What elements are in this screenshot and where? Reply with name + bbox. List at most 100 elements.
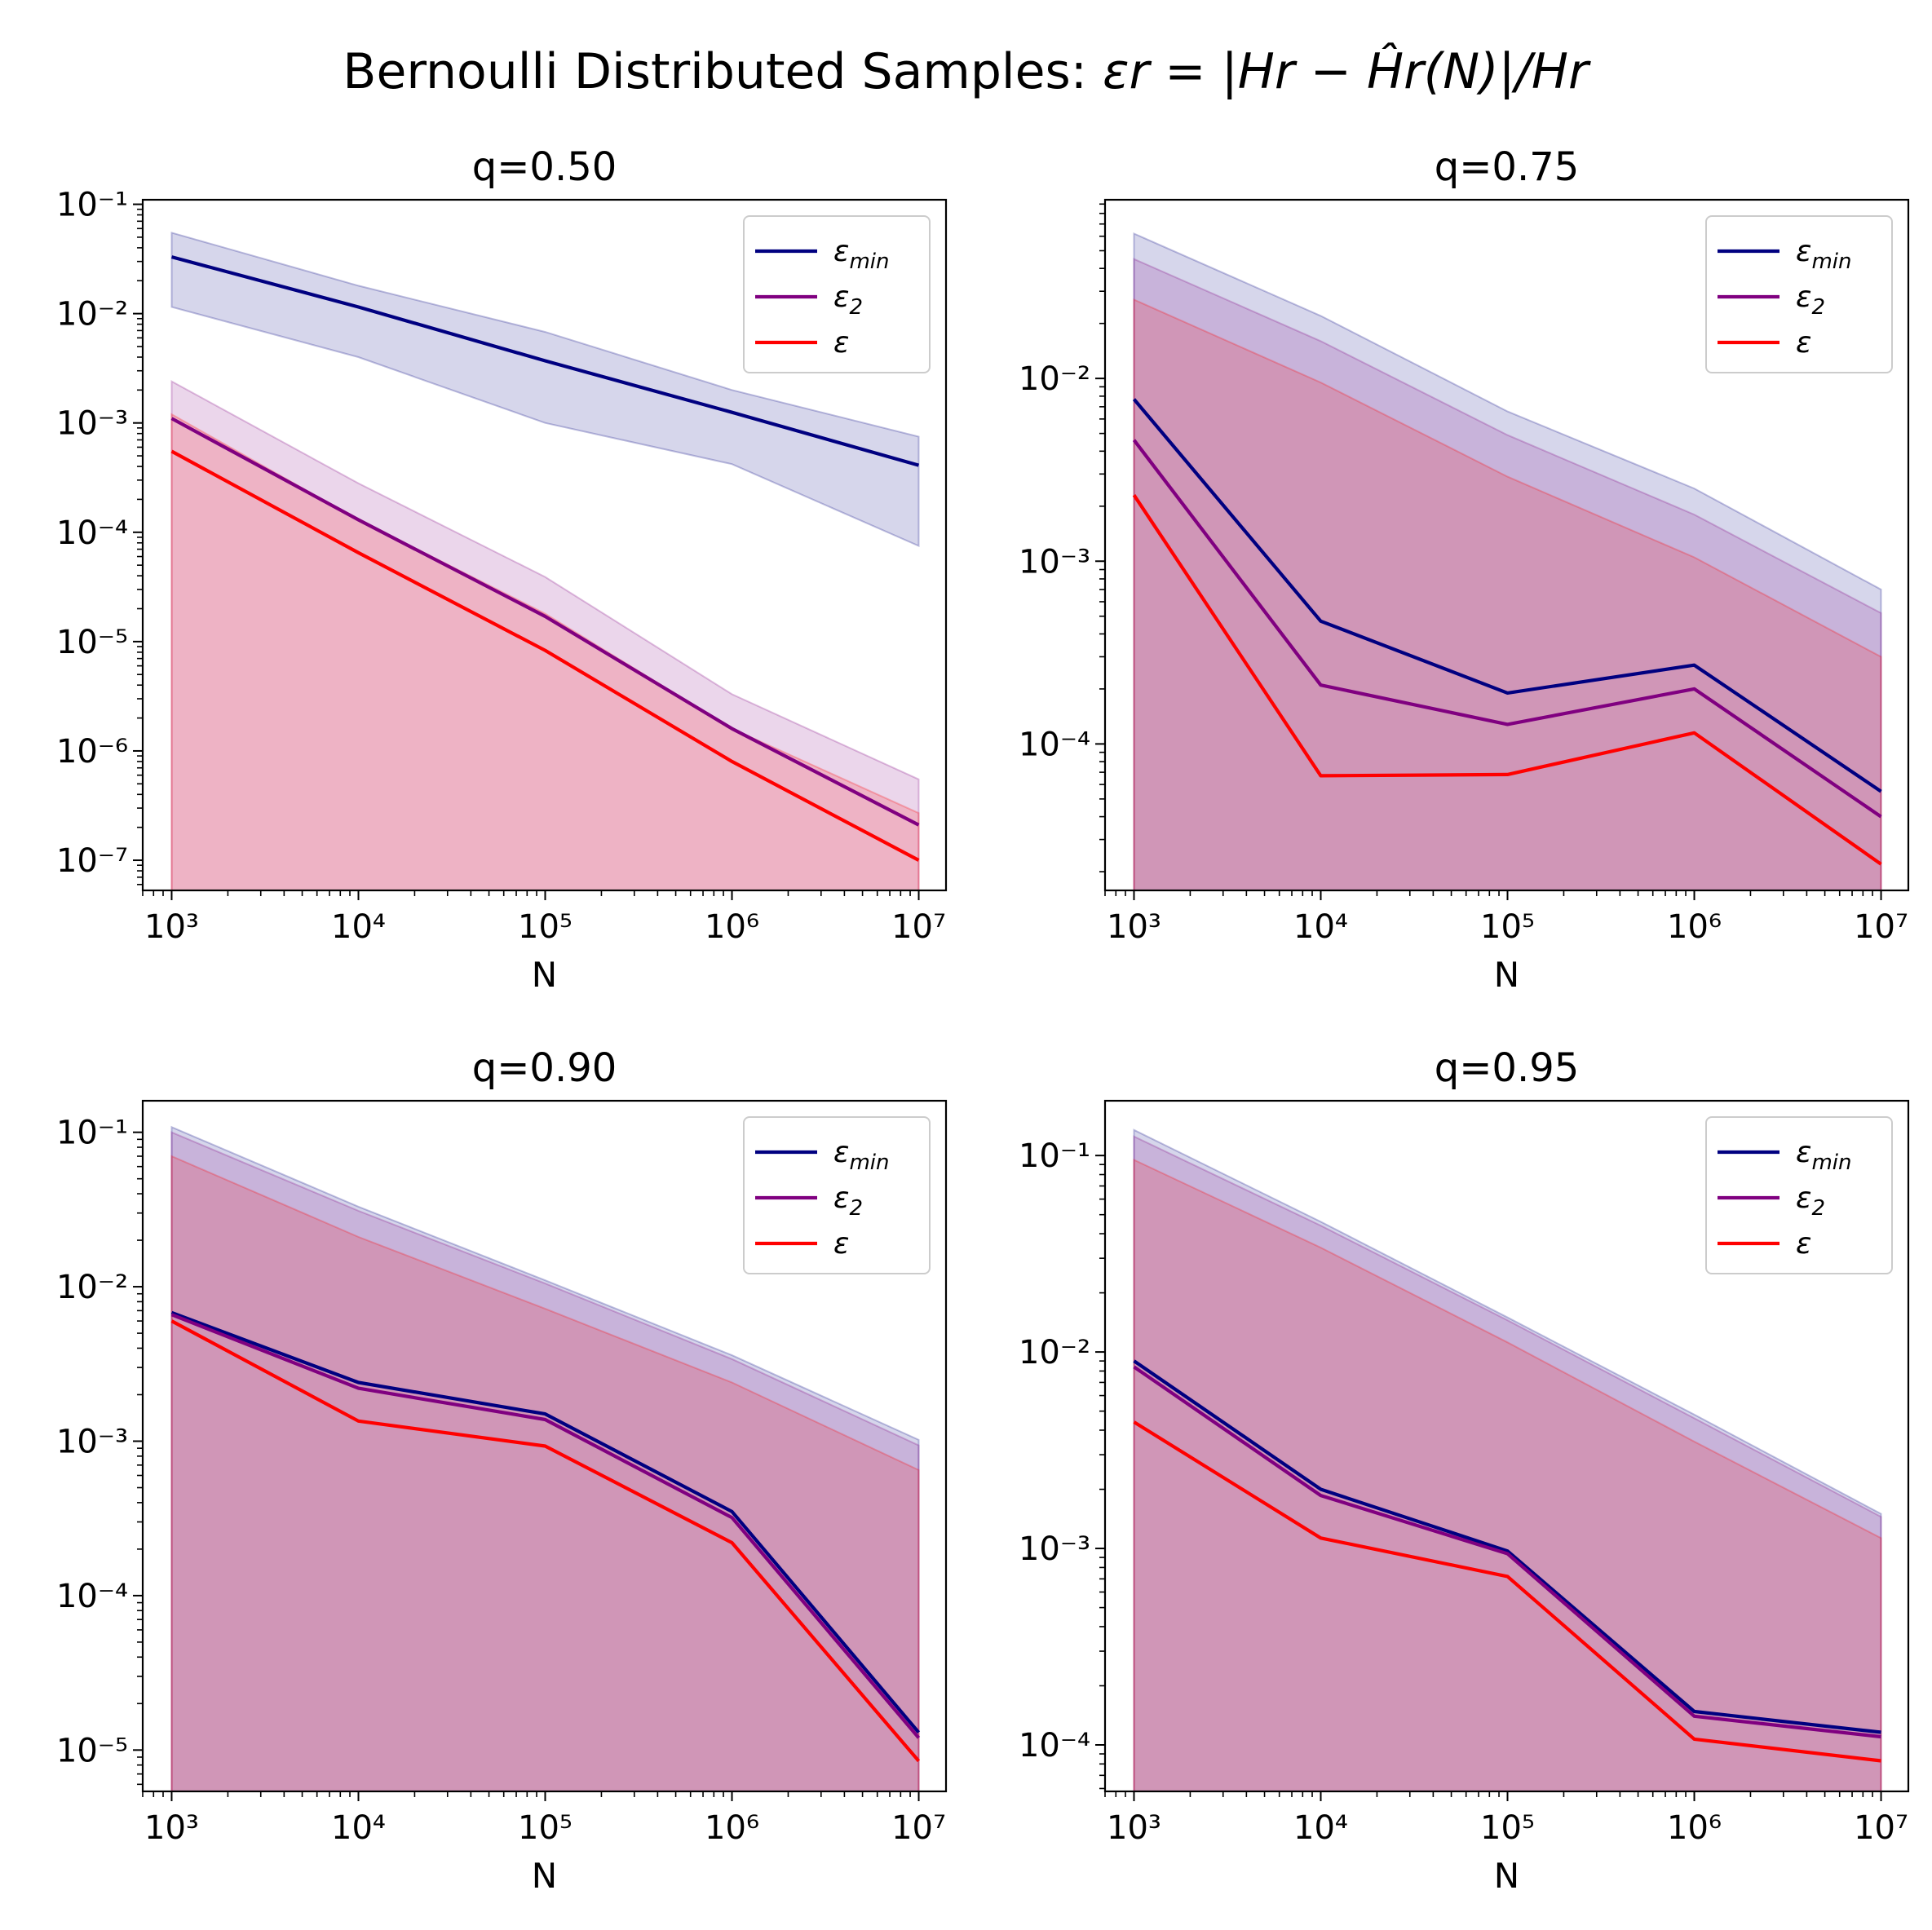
- y-tick-label: 10⁻³: [1019, 543, 1090, 581]
- y-tick-label: 10⁻²: [56, 1269, 128, 1306]
- legend-box: [1705, 215, 1893, 373]
- figure-title-prefix: Bernoulli Distributed Samples:: [343, 43, 1103, 100]
- legend-label-base: ε: [1796, 235, 1811, 268]
- series-line-eps_2: [170, 417, 920, 827]
- band-eps_2: [170, 1131, 920, 1791]
- axes-frame: [141, 198, 948, 892]
- legend-label-subscript: min: [1811, 250, 1851, 274]
- x-tick-label: 10⁷: [1854, 908, 1908, 946]
- series-line-eps_min: [170, 1310, 921, 1734]
- x-tick-label: 10³: [1107, 1809, 1161, 1847]
- y-tick-label: 10⁻¹: [56, 1115, 128, 1152]
- legend-label-base: ε: [833, 326, 849, 360]
- legend-label-eps_2: ε2: [833, 280, 863, 320]
- legend-label-subscript: 2: [849, 1196, 863, 1221]
- legend: εmin ε2 ε: [1705, 1116, 1893, 1274]
- legend-box: [743, 1116, 931, 1274]
- y-tick-label: 10⁻²: [1019, 360, 1090, 398]
- band-eps: [1133, 1158, 1882, 1791]
- subplot-title: q=0.75: [1435, 144, 1580, 190]
- series-line-eps: [170, 1319, 921, 1763]
- plot-area: [170, 1125, 921, 1791]
- legend-label-eps_min: εmin: [1796, 1136, 1852, 1175]
- band-eps_2: [1133, 1135, 1882, 1791]
- legend-label-base: ε: [1796, 326, 1811, 360]
- y-tick-label: 10⁻⁴: [56, 515, 128, 552]
- series-line-eps: [1132, 494, 1882, 866]
- y-tick-label: 10⁻⁵: [56, 624, 128, 661]
- axes-frame: [1103, 198, 1910, 892]
- x-tick-label: 10⁷: [891, 908, 946, 946]
- legend-label-subscript: min: [849, 250, 889, 274]
- legend-label-base: ε: [833, 235, 849, 268]
- series-line-eps: [170, 449, 920, 862]
- axes-frame: [1103, 1099, 1910, 1793]
- x-axis-label: N: [1494, 1856, 1519, 1896]
- legend-label-subscript: 2: [849, 295, 863, 320]
- legend-label-base: ε: [833, 1181, 849, 1215]
- subplot-1: 10³ 10⁴ 10⁵ 10⁶ 10⁷ 10⁻⁷ 10⁻⁶ 10⁻⁵ 10⁻⁴ 10⁻³ 10⁻² 1…: [56, 144, 948, 995]
- x-tick-label: 10⁴: [331, 908, 386, 946]
- legend-label-subscript: min: [1811, 1150, 1851, 1175]
- x-tick-label: 10⁷: [1854, 1809, 1908, 1847]
- subplot-4: 10³ 10⁴ 10⁵ 10⁶ 10⁷10⁻⁴10⁻³10⁻²10⁻¹q=0.95Nεm…: [1019, 1045, 1910, 1896]
- legend-label-eps_min: εmin: [1796, 235, 1852, 274]
- x-axis-label: N: [532, 955, 557, 995]
- legend-box: [743, 215, 931, 373]
- series-line-eps_min: [1132, 398, 1882, 793]
- legend-label-base: ε: [833, 1136, 849, 1169]
- x-tick-label: 10³: [144, 1809, 199, 1847]
- legend-label-eps: ε: [1796, 1227, 1811, 1261]
- legend-label-eps_2: ε2: [1796, 280, 1825, 320]
- legend-label-eps_min: εmin: [833, 235, 890, 274]
- series-line-eps_2: [170, 1313, 921, 1739]
- x-tick-label: 10⁴: [331, 1809, 386, 1847]
- y-tick-label: 10⁻⁴: [1019, 726, 1090, 763]
- y-tick-label: 10⁻⁵: [56, 1732, 128, 1769]
- x-tick-label: 10⁵: [518, 908, 573, 946]
- y-tick-label: 10⁻²: [1019, 1334, 1090, 1371]
- plot-area: [1133, 1128, 1882, 1791]
- subplot-title: q=0.50: [472, 144, 617, 190]
- series-line-eps_min: [1133, 1359, 1881, 1734]
- series-line-eps_2: [1132, 439, 1882, 819]
- legend-label-subscript: min: [849, 1150, 889, 1175]
- figure-title: Bernoulli Distributed Samples: εr = |Hr …: [343, 42, 1591, 100]
- plot-area: [170, 232, 920, 890]
- legend-label-base: ε: [1796, 1227, 1811, 1261]
- legend-label-eps_2: ε2: [833, 1181, 863, 1221]
- legend-label-base: ε: [1796, 280, 1811, 314]
- legend-label-base: ε: [833, 280, 849, 314]
- legend-label-eps_min: εmin: [833, 1136, 890, 1175]
- figure-title-math: εr = |Hr − Ĥr(N)|/Hr: [1103, 42, 1591, 100]
- legend-label-eps_2: ε2: [1796, 1181, 1825, 1221]
- series-line-eps: [1133, 1420, 1881, 1763]
- y-tick-label: 10⁻³: [56, 405, 128, 443]
- band-eps_min: [1133, 1128, 1882, 1791]
- y-tick-label: 10⁻⁴: [56, 1578, 128, 1615]
- x-axis-label: N: [532, 1856, 557, 1896]
- y-tick-label: 10⁻⁴: [1019, 1727, 1090, 1764]
- x-tick-label: 10⁶: [705, 1809, 759, 1847]
- x-tick-label: 10³: [144, 908, 199, 946]
- plot-area: [1132, 232, 1882, 890]
- legend-label-eps: ε: [833, 1227, 849, 1261]
- x-tick-label: 10⁵: [1480, 908, 1535, 946]
- x-tick-label: 10³: [1107, 908, 1161, 946]
- subplot-title: q=0.90: [472, 1045, 617, 1091]
- x-tick-label: 10⁶: [705, 908, 759, 946]
- x-tick-label: 10⁴: [1293, 1809, 1348, 1847]
- subplot-title: q=0.95: [1435, 1045, 1580, 1091]
- series-line-eps_2: [1133, 1365, 1881, 1739]
- y-tick-label: 10⁻⁷: [56, 842, 128, 880]
- y-tick-label: 10⁻³: [1019, 1530, 1090, 1568]
- axes-frame: [141, 1099, 948, 1793]
- x-tick-label: 10⁴: [1293, 908, 1348, 946]
- y-tick-label: 10⁻³: [56, 1423, 128, 1460]
- band-eps: [1133, 298, 1882, 890]
- x-tick-label: 10⁵: [518, 1809, 573, 1847]
